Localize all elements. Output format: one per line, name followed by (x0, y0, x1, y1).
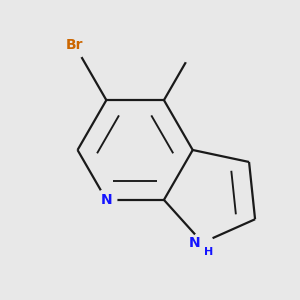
Circle shape (96, 190, 117, 210)
Text: Br: Br (66, 38, 83, 52)
Text: H: H (204, 247, 214, 257)
Text: N: N (100, 193, 112, 207)
Text: N: N (189, 236, 201, 250)
Circle shape (62, 32, 88, 58)
Circle shape (182, 48, 197, 63)
Circle shape (192, 232, 213, 253)
